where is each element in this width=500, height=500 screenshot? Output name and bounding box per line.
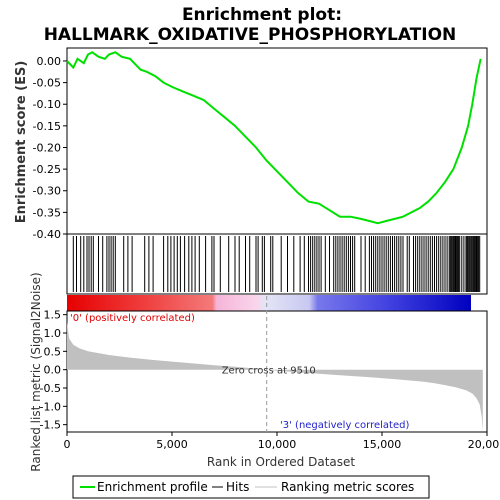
zero-cross-label: Zero cross at 9510 xyxy=(222,366,316,377)
negative-correlation-label: '3' (negatively correlated) xyxy=(280,420,409,431)
rank-x-axis-label: Rank in Ordered Dataset xyxy=(207,455,355,469)
es-y-tick-label: -0.35 xyxy=(33,206,61,219)
legend-ranking-label: Ranking metric scores xyxy=(281,480,414,494)
es-y-axis: 0.00 -0.05 -0.10 -0.15 -0.20 -0.25 -0.30 -0.35 -… xyxy=(33,55,67,241)
rank-x-tick-label: 15,000 xyxy=(363,438,402,451)
es-y-tick-label: -0.40 xyxy=(33,228,61,241)
rank-y-tick-label: 0.5 xyxy=(44,345,62,358)
es-y-tick-label: -0.05 xyxy=(33,77,61,90)
es-y-tick-label: -0.10 xyxy=(33,98,61,111)
es-y-tick-label: -0.20 xyxy=(33,141,61,154)
heatbar-panel xyxy=(67,295,471,311)
legend-enrichment-label: Enrichment profile xyxy=(97,480,208,494)
rank-x-tick-label: 10,000 xyxy=(258,438,297,451)
positive-correlation-label: '0' (positively correlated) xyxy=(70,313,195,324)
rank-y-tick-label: -1.5 xyxy=(40,419,61,432)
rank-y-tick-label: 0.0 xyxy=(44,364,62,377)
hits-panel xyxy=(66,233,488,295)
rank-y-tick-label: -1.0 xyxy=(40,400,61,413)
rank-x-axis: 0 5,000 10,000 15,000 20,000 xyxy=(64,432,500,451)
rank-y-tick-label: -0.5 xyxy=(40,382,61,395)
chart-title-line2: HALLMARK_OXIDATIVE_PHOSPHORYLATION xyxy=(44,25,457,45)
rank-y-tick-label: 1.5 xyxy=(44,309,62,322)
es-y-tick-label: -0.30 xyxy=(33,185,61,198)
hit-marks xyxy=(72,236,481,292)
rank-x-tick-label: 0 xyxy=(64,438,71,451)
hits-plot-area xyxy=(66,233,488,295)
rank-x-tick-label: 20,000 xyxy=(468,438,500,451)
es-y-tick-label: -0.15 xyxy=(33,120,61,133)
es-y-tick-label: -0.25 xyxy=(33,163,61,176)
rank-panel: Zero cross at 9510 '0' (positively corre… xyxy=(29,272,500,471)
es-y-tick-label: 0.00 xyxy=(37,55,62,68)
rank-y-axis: 1.5 1.0 0.5 0.0 -0.5 -1.0 -1.5 xyxy=(40,309,67,432)
chart-title-line1: Enrichment plot: xyxy=(182,5,342,25)
es-panel: 0.00 -0.05 -0.10 -0.15 -0.20 -0.25 -0.30 -0.35 -… xyxy=(14,47,488,241)
rank-y-axis-label: Ranked list metric (Signal2Noise) xyxy=(29,272,43,471)
es-y-axis-label: Enrichment score (ES) xyxy=(14,61,29,224)
ranking-metric-area xyxy=(67,322,483,432)
rank-y-tick-label: 1.0 xyxy=(44,327,62,340)
enrichment-profile-line xyxy=(66,51,482,225)
legend-box xyxy=(72,475,430,499)
legend: Enrichment profile Hits Ranking metric s… xyxy=(72,475,430,499)
legend-hits-label: Hits xyxy=(226,480,249,494)
es-plot-area xyxy=(66,47,488,235)
rank-heatbar xyxy=(67,295,471,311)
rank-x-tick-label: 5,000 xyxy=(156,438,188,451)
